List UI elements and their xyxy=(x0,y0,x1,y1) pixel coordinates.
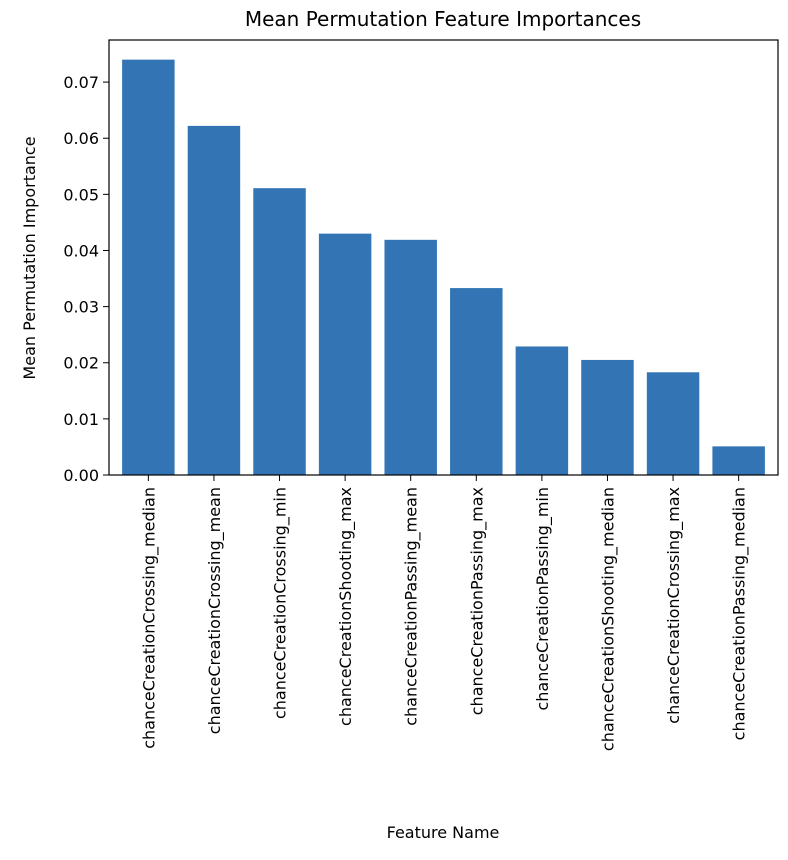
bar-chanceCreationCrossing_mean xyxy=(187,125,241,476)
x-tick-label: chanceCreationCrossing_max xyxy=(664,487,684,724)
bar-chanceCreationShooting_median xyxy=(581,359,634,475)
x-tick-label: chanceCreationShooting_median xyxy=(598,487,618,751)
bar-chanceCreationCrossing_min xyxy=(253,188,306,475)
y-tick-label: 0.01 xyxy=(63,410,99,429)
y-axis: 0.00 0.01 0.02 0.03 0.04 0.05 0.06 0.07 xyxy=(63,73,109,485)
bars-group xyxy=(122,59,765,476)
bar-chanceCreationCrossing_max xyxy=(646,372,700,475)
y-axis-label: Mean Permutation Importance xyxy=(20,136,39,379)
y-tick-label: 0.07 xyxy=(63,73,99,92)
bar-chanceCreationShooting_max xyxy=(318,233,372,475)
bar-chanceCreationPassing_min xyxy=(515,346,569,475)
y-tick-label: 0.06 xyxy=(63,129,99,148)
plot-frame xyxy=(108,39,779,476)
y-tick-label: 0.00 xyxy=(63,466,99,485)
x-tick-label: chanceCreationCrossing_median xyxy=(139,487,159,749)
y-tick-label: 0.05 xyxy=(63,185,99,204)
y-tick-label: 0.04 xyxy=(63,241,99,260)
x-tick-label: chanceCreationPassing_mean xyxy=(402,487,422,726)
bar-chanceCreationPassing_max xyxy=(450,288,503,475)
x-axis: chanceCreationCrossing_median chanceCreat… xyxy=(139,475,750,751)
chart-title: Mean Permutation Feature Importances xyxy=(245,7,641,31)
y-tick-label: 0.03 xyxy=(63,298,99,317)
bar-chanceCreationCrossing_median xyxy=(122,59,175,475)
bar-chanceCreationPassing_mean xyxy=(384,239,437,475)
bar-chanceCreationPassing_median xyxy=(712,446,765,475)
x-tick-label: chanceCreationPassing_min xyxy=(533,487,553,711)
x-tick-label: chanceCreationCrossing_min xyxy=(271,487,291,719)
x-tick-label: chanceCreationPassing_median xyxy=(730,487,750,740)
x-tick-label: chanceCreationPassing_max xyxy=(467,487,487,715)
x-axis-label: Feature Name xyxy=(387,823,500,842)
y-tick-label: 0.02 xyxy=(63,354,99,373)
x-tick-label: chanceCreationCrossing_mean xyxy=(205,487,225,734)
x-tick-label: chanceCreationShooting_max xyxy=(336,487,356,726)
